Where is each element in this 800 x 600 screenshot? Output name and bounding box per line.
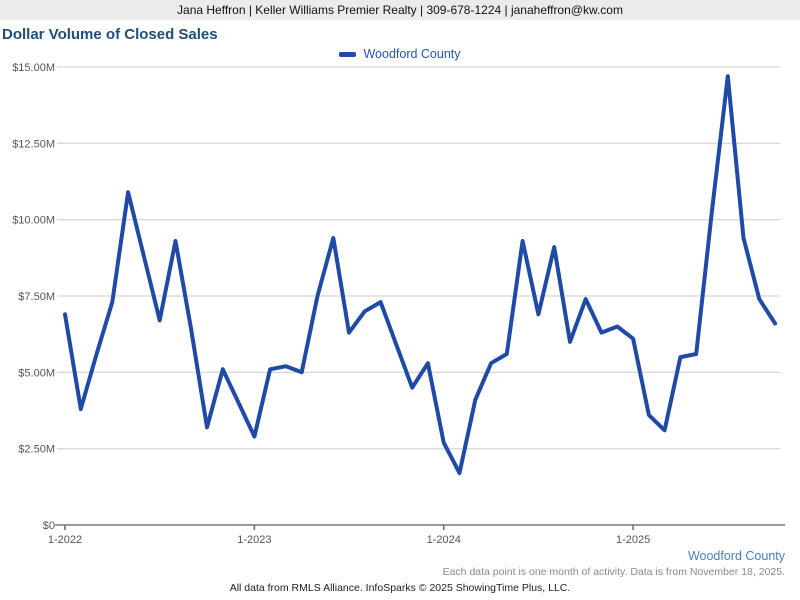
x-tick-label: 1-2023 xyxy=(237,534,271,546)
y-tick-label: $10.00M xyxy=(12,215,55,227)
contact-header-bar: Jana Heffron | Keller Williams Premier R… xyxy=(0,0,800,20)
legend-line-swatch xyxy=(339,51,357,57)
data-freshness-note: Each data point is one month of activity… xyxy=(442,566,785,578)
y-tick-label: $0 xyxy=(43,520,55,532)
legend-label: Woodford County xyxy=(363,47,461,61)
woodford-county-series-line[interactable] xyxy=(63,74,778,476)
x-tick-label: 1-2025 xyxy=(616,534,650,546)
y-tick-label: $2.50M xyxy=(18,444,55,456)
y-tick-label: $7.50M xyxy=(18,291,55,303)
agent-contact-text: Jana Heffron | Keller Williams Premier R… xyxy=(177,3,623,17)
x-tick-label: 1-2024 xyxy=(427,534,461,546)
attribution-text: All data from RMLS Alliance. InfoSparks … xyxy=(229,582,571,594)
series-footer-label: Woodford County xyxy=(687,549,785,563)
y-tick-label: $15.00M xyxy=(12,62,55,74)
y-tick-label: $5.00M xyxy=(18,367,55,379)
page-title: Dollar Volume of Closed Sales xyxy=(2,26,218,43)
series-legend[interactable]: Woodford County xyxy=(0,45,800,63)
y-tick-label: $12.50M xyxy=(12,138,55,150)
x-tick-label: 1-2022 xyxy=(48,534,82,546)
